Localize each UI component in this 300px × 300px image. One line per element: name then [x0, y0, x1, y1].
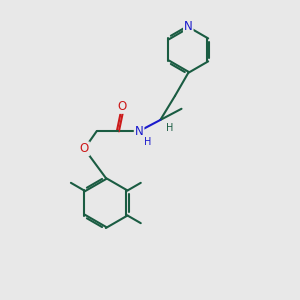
- Text: H: H: [166, 124, 173, 134]
- Text: N: N: [135, 125, 143, 138]
- Text: O: O: [118, 100, 127, 113]
- Text: H: H: [144, 137, 151, 147]
- Text: O: O: [80, 142, 89, 155]
- Text: N: N: [184, 20, 193, 33]
